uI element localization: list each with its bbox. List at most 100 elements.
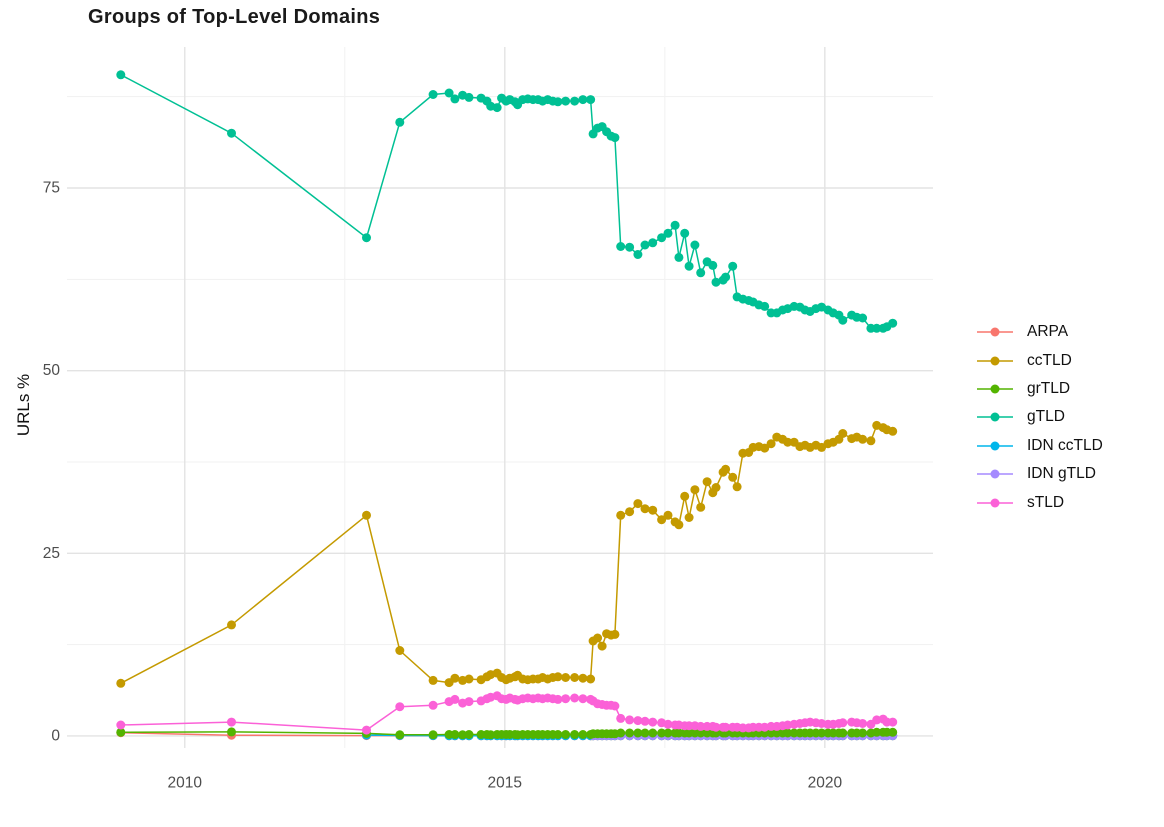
series-point-cctld [597, 641, 607, 651]
series-point-cctld [711, 483, 721, 492]
x-tick-label: 2015 [488, 775, 522, 792]
series-point-cctld [838, 429, 848, 438]
series-point-grtld [553, 730, 563, 739]
legend-item-gtld: gTLD [976, 403, 1103, 431]
series-point-grtld [783, 728, 793, 738]
series-point-stld [858, 719, 868, 728]
series-point-cctld [633, 499, 643, 509]
series-point-cctld [721, 464, 731, 474]
legend-key-icon [977, 356, 1013, 366]
series-point-cctld [696, 502, 706, 512]
series-point-cctld [663, 510, 673, 520]
series-point-cctld [858, 434, 868, 444]
series-point-gtld [760, 301, 770, 311]
series-point-gtld [838, 315, 848, 325]
legend-key-icon [977, 498, 1013, 508]
series-point-gtld [872, 323, 882, 333]
series-point-stld [696, 721, 706, 731]
series-point-gtld [395, 117, 405, 127]
y-tick-label: 25 [43, 545, 60, 562]
legend-item-idn-cctld: IDN ccTLD [976, 432, 1103, 460]
x-tick-label: 2020 [808, 775, 843, 792]
series-line-gtld [120, 74, 894, 330]
series-point-grtld [625, 728, 635, 738]
series-point-grtld [872, 727, 882, 737]
legend-item-grtld: grTLD [976, 375, 1103, 403]
series-point-stld [570, 693, 580, 703]
series-point-gtld [362, 233, 371, 243]
series-point-cctld [648, 505, 658, 515]
series-point-gtld [633, 250, 643, 259]
y-tick-label: 50 [43, 362, 61, 379]
series-point-stld [578, 694, 588, 704]
legend-label: grTLD [1027, 379, 1071, 397]
series-point-grtld [663, 728, 673, 738]
series-point-cctld [680, 491, 690, 501]
series-point-grtld [486, 730, 496, 740]
series-point-stld [663, 719, 673, 729]
legend-label: ARPA [1027, 323, 1069, 341]
series-point-grtld [570, 730, 580, 739]
series-point-gtld [492, 103, 502, 113]
series-point-stld [888, 717, 898, 727]
series-point-grtld [838, 728, 848, 738]
legend-key-icon [977, 327, 1013, 337]
series-point-grtld [817, 728, 827, 738]
series-point-gtld [227, 128, 236, 138]
series-point-cctld [227, 620, 236, 630]
series-point-cctld [684, 513, 694, 522]
series-point-grtld [578, 730, 588, 739]
series-point-cctld [428, 675, 438, 685]
series-point-gtld [586, 95, 596, 105]
legend: ARPA ccTLD grTLD gTLD IDN ccTLD IDN gTLD sTLD [976, 318, 1103, 517]
series-point-stld [721, 722, 731, 732]
series-point-grtld [616, 728, 626, 738]
series-point-cctld [728, 472, 738, 482]
series-point-stld [362, 725, 371, 735]
series-point-stld [711, 722, 721, 732]
series-point-stld [633, 716, 643, 726]
series-point-grtld [116, 727, 126, 737]
series-point-grtld [561, 730, 571, 739]
chart-title: Groups of Top-Level Domains [88, 6, 381, 28]
series-point-gtld [690, 240, 700, 250]
series-point-stld [640, 716, 650, 726]
series-point-stld [227, 717, 236, 727]
series-point-cctld [766, 439, 776, 449]
legend-key-icon [977, 441, 1013, 451]
series-point-grtld [888, 727, 898, 737]
legend-label: sTLD [1027, 493, 1065, 511]
series-point-grtld [227, 727, 236, 737]
series-point-stld [625, 715, 635, 725]
series-point-cctld [888, 426, 898, 436]
series-point-cctld [760, 443, 770, 453]
series-point-grtld [858, 728, 868, 738]
y-tick-label: 75 [43, 180, 60, 197]
series-point-cctld [578, 673, 588, 683]
series-point-gtld [858, 313, 868, 323]
series-point-gtld [663, 228, 673, 238]
series-point-stld [395, 702, 405, 712]
series-point-gtld [610, 133, 620, 143]
series-point-gtld [728, 261, 738, 271]
series-point-gtld [888, 318, 898, 328]
series-point-grtld [458, 730, 468, 740]
series-point-cctld [674, 520, 684, 530]
series-point-gtld [464, 92, 474, 102]
series-point-cctld [625, 507, 635, 517]
series-point-gtld [674, 252, 684, 262]
series-point-stld [616, 713, 626, 723]
legend-item-cctld: ccTLD [976, 346, 1103, 374]
series-point-stld [553, 694, 563, 704]
legend-key-icon [977, 384, 1013, 394]
legend-key-icon [977, 469, 1013, 479]
series-point-gtld [708, 260, 718, 270]
legend-item-arpa: ARPA [976, 318, 1103, 346]
series-point-gtld [648, 238, 658, 248]
series-point-gtld [640, 240, 650, 250]
legend-label: IDN ccTLD [1027, 436, 1103, 454]
series-point-cctld [616, 510, 626, 520]
series-point-cctld [586, 674, 596, 684]
